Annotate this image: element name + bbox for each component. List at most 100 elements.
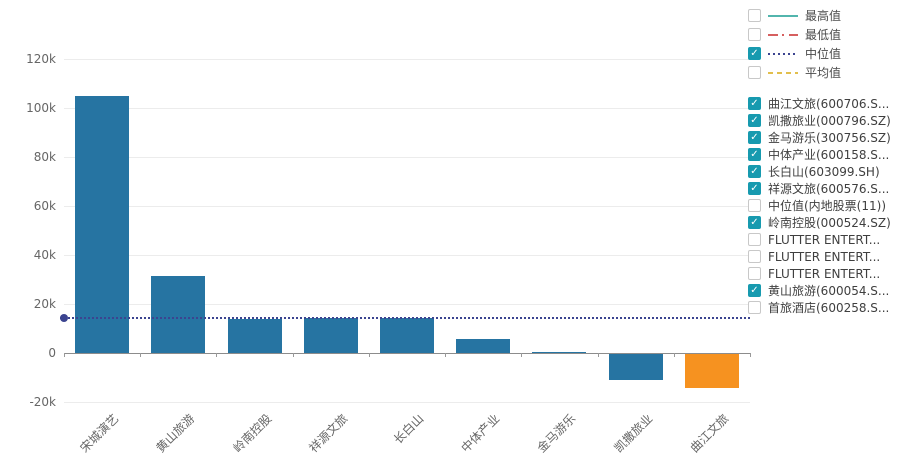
checkbox-checked[interactable]: ✓ (748, 131, 761, 144)
series-legend: ✓ 曲江文旅(600706.S... ✓ 凯撒旅业(000796.SZ) ✓ 金马游乐(3… (748, 95, 898, 316)
bar-岭南控股[interactable] (227, 318, 282, 353)
series-legend-label: 中体产业(600158.S... (768, 148, 890, 162)
measure-legend-item[interactable]: 最高值 (748, 6, 898, 25)
measure-legend-label: 中位值 (805, 47, 842, 61)
series-legend-item[interactable]: ✓ 黄山旅游(600054.S... (748, 282, 898, 299)
checkbox-unchecked[interactable] (748, 66, 761, 79)
x-axis-tick (445, 353, 447, 357)
y-axis-tick-label: 0 (48, 346, 56, 360)
series-legend-label: 曲江文旅(600706.S... (768, 97, 890, 111)
x-axis-label: 祥源文旅 (306, 411, 351, 456)
checkbox-checked[interactable]: ✓ (748, 148, 761, 161)
series-legend-item[interactable]: ✓ 祥源文旅(600576.S... (748, 180, 898, 197)
legend-line-sample-icon (768, 71, 798, 74)
series-legend-label: FLUTTER ENTERT... (768, 232, 881, 247)
y-gridline (64, 206, 750, 207)
x-axis-label: 中体产业 (458, 411, 503, 456)
median-line-start-dot (60, 313, 68, 322)
y-axis-tick-label: 100k (26, 101, 56, 115)
measure-legend-label: 平均值 (805, 66, 842, 80)
legend-panel: 最高值最低值 ✓ 中位值平均值 ✓ 曲江文旅(600706.S... ✓ 凯撒旅业(000… (748, 6, 898, 316)
series-legend-label: 中位值(内地股票(11)) (768, 199, 886, 213)
series-legend-item[interactable]: ✓ 中体产业(600158.S... (748, 146, 898, 163)
series-legend-item[interactable]: ✓ 长白山(603099.SH) (748, 163, 898, 180)
x-axis-tick (597, 353, 599, 357)
y-axis-tick-label: 80k (33, 150, 56, 164)
checkbox-checked[interactable]: ✓ (748, 114, 761, 127)
series-legend-item[interactable]: ✓ 曲江文旅(600706.S... (748, 95, 898, 112)
series-legend-item[interactable]: FLUTTER ENTERT... (748, 265, 898, 282)
series-legend-item[interactable]: 首旅酒店(600258.S... (748, 299, 898, 316)
series-legend-label: 黄山旅游(600054.S... (768, 284, 890, 298)
y-axis-tick-label: 60k (33, 199, 56, 213)
series-legend-label: 首旅酒店(600258.S... (768, 301, 890, 315)
bar-长白山[interactable] (380, 318, 434, 353)
y-gridline (64, 157, 750, 158)
y-axis-tick-label: 40k (33, 248, 56, 262)
checkbox-checked[interactable]: ✓ (748, 47, 761, 60)
legend-line-sample-icon (768, 33, 798, 36)
series-legend-label: 金马游乐(300756.SZ) (768, 131, 891, 145)
bar-凯撒旅业[interactable] (608, 354, 663, 380)
bar-黄山旅游[interactable] (151, 275, 206, 353)
bar-中体产业[interactable] (456, 338, 511, 353)
series-legend-label: 岭南控股(000524.SZ) (768, 216, 891, 230)
series-legend-item[interactable]: FLUTTER ENTERT... (748, 248, 898, 265)
checkbox-checked[interactable]: ✓ (748, 216, 761, 229)
checkbox-unchecked[interactable] (748, 9, 761, 22)
checkbox-checked[interactable]: ✓ (748, 165, 761, 178)
series-legend-label: FLUTTER ENTERT... (768, 249, 881, 264)
x-axis-label: 宋城演艺 (77, 411, 122, 456)
y-gridline (64, 402, 750, 403)
checkbox-checked[interactable]: ✓ (748, 182, 761, 195)
y-axis-tick-label: 20k (33, 297, 56, 311)
x-axis-label: 凯撒旅业 (611, 411, 656, 456)
x-axis-label: 曲江文旅 (687, 411, 732, 456)
measure-legend-label: 最低值 (805, 28, 842, 42)
series-legend-item[interactable]: FLUTTER ENTERT... (748, 231, 898, 248)
measure-legend-label: 最高值 (805, 9, 842, 23)
series-legend-item[interactable]: ✓ 岭南控股(000524.SZ) (748, 214, 898, 231)
x-axis-tick (521, 353, 523, 357)
checkbox-unchecked[interactable] (748, 233, 761, 246)
x-axis-tick (216, 353, 218, 357)
checkbox-unchecked[interactable] (748, 250, 761, 263)
x-axis-tick (368, 353, 370, 357)
checkbox-checked[interactable]: ✓ (748, 97, 761, 110)
legend-line-sample-icon (768, 14, 798, 17)
series-legend-label: 祥源文旅(600576.S... (768, 182, 890, 196)
x-axis-tick (140, 353, 142, 357)
measure-legend: 最高值最低值 ✓ 中位值平均值 (748, 6, 898, 82)
series-legend-item[interactable]: ✓ 金马游乐(300756.SZ) (748, 129, 898, 146)
x-axis-label: 岭南控股 (230, 411, 274, 456)
measure-legend-item[interactable]: ✓ 中位值 (748, 44, 898, 63)
bar-宋城演艺[interactable] (75, 95, 130, 354)
series-legend-item[interactable]: 中位值(内地股票(11)) (748, 197, 898, 214)
measure-legend-item[interactable]: 平均值 (748, 63, 898, 82)
checkbox-unchecked[interactable] (748, 267, 761, 280)
checkbox-unchecked[interactable] (748, 301, 761, 314)
series-legend-label: 凯撒旅业(000796.SZ) (768, 114, 891, 128)
measure-legend-item[interactable]: 最低值 (748, 25, 898, 44)
bar-曲江文旅[interactable] (684, 354, 739, 389)
x-axis-tick (64, 353, 65, 357)
x-axis-label: 金马游乐 (534, 411, 579, 456)
checkbox-checked[interactable]: ✓ (748, 284, 761, 297)
bar-祥源文旅[interactable] (303, 318, 358, 353)
checkbox-unchecked[interactable] (748, 199, 761, 212)
x-axis-label: 长白山 (390, 411, 427, 447)
series-legend-label: FLUTTER ENTERT... (768, 266, 881, 281)
series-legend-label: 长白山(603099.SH) (768, 165, 880, 179)
y-gridline (64, 108, 750, 109)
bar-金马游乐[interactable] (532, 351, 587, 353)
series-legend-item[interactable]: ✓ 凯撒旅业(000796.SZ) (748, 112, 898, 129)
y-axis-tick-label: -20k (29, 395, 56, 409)
x-axis-tick (750, 353, 751, 357)
x-axis-label: 黄山旅游 (153, 411, 198, 456)
y-axis-tick-label: 120k (26, 52, 56, 66)
median-line (60, 316, 750, 319)
y-gridline (64, 304, 750, 305)
checkbox-unchecked[interactable] (748, 28, 761, 41)
